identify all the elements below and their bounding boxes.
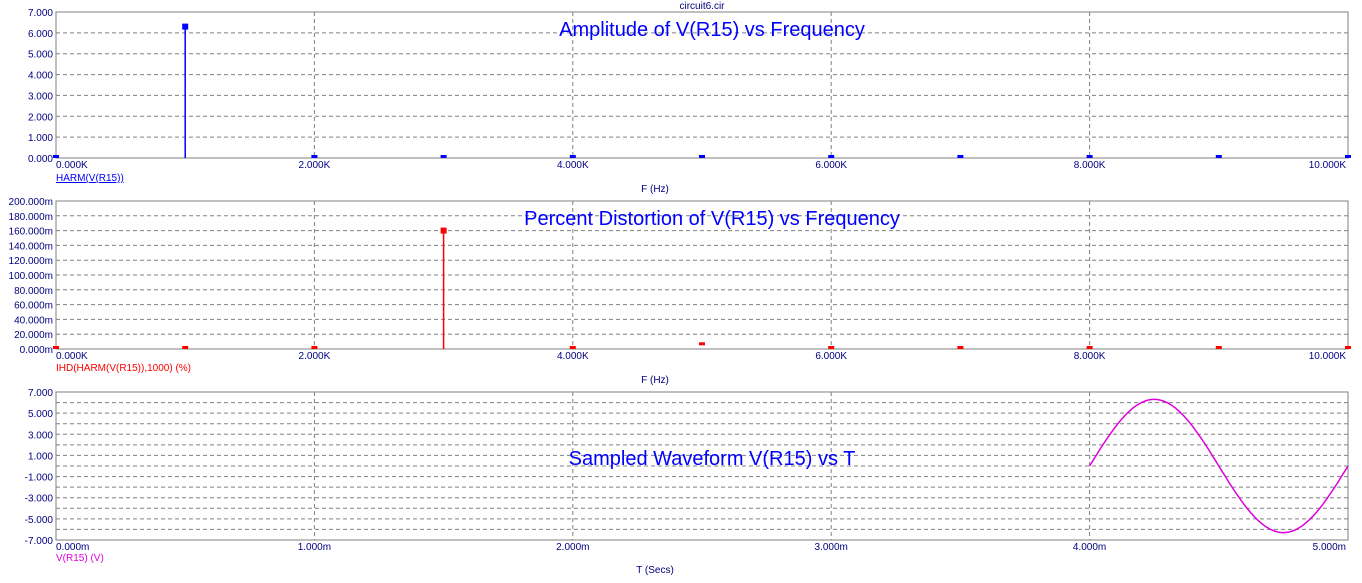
y-tick-label: 3.000 — [28, 430, 53, 441]
y-tick-label: 40.000m — [14, 315, 53, 326]
chart-title: Sampled Waveform V(R15) vs T — [569, 448, 856, 470]
y-tick-label: 60.000m — [14, 301, 53, 312]
data-point-marker — [440, 227, 447, 234]
chart-title: Amplitude of V(R15) vs Frequency — [559, 19, 865, 41]
data-point-marker — [1086, 155, 1093, 158]
y-tick-label: 0.000m — [20, 345, 53, 356]
x-tick-label: 6.000K — [815, 351, 847, 362]
data-point-marker — [828, 346, 835, 349]
x-tick-label: 10.000K — [1309, 351, 1347, 362]
x-tick-label: 0.000m — [56, 542, 89, 553]
data-point-marker — [1215, 346, 1222, 349]
data-point-marker — [1345, 155, 1351, 158]
y-tick-label: 160.000m — [9, 227, 53, 238]
y-tick-label: 2.000 — [28, 112, 53, 123]
y-tick-label: 0.000 — [28, 154, 53, 165]
x-tick-label: 8.000K — [1074, 160, 1106, 171]
y-tick-label: -5.000 — [25, 515, 54, 526]
data-point-marker — [440, 155, 447, 158]
y-tick-label: 1.000 — [28, 451, 53, 462]
data-point-marker — [1086, 346, 1093, 349]
y-tick-label: 1.000 — [28, 133, 53, 144]
y-tick-label: 5.000 — [28, 50, 53, 61]
y-tick-label: 3.000 — [28, 91, 53, 102]
x-tick-label: 4.000m — [1073, 542, 1106, 553]
x-tick-label: 10.000K — [1309, 160, 1347, 171]
y-tick-label: 100.000m — [9, 271, 53, 282]
x-axis-label: F (Hz) — [641, 375, 669, 386]
data-point-marker — [699, 342, 705, 346]
x-tick-label: 0.000K — [56, 160, 88, 171]
data-point-marker — [569, 155, 576, 158]
y-tick-label: -7.000 — [25, 536, 54, 547]
data-point-marker — [53, 346, 59, 349]
data-point-marker — [699, 155, 705, 158]
x-tick-label: 2.000K — [299, 160, 331, 171]
x-axis-label: F (Hz) — [641, 184, 669, 195]
waveform-line — [1088, 398, 1349, 534]
data-point-marker — [182, 346, 189, 349]
plot-frame — [55, 200, 1349, 350]
x-axis-label: T (Secs) — [636, 565, 674, 576]
chart-title: Percent Distortion of V(R15) vs Frequenc… — [524, 208, 900, 230]
window-title: circuit6.cir — [679, 1, 725, 12]
x-tick-label: 2.000m — [556, 542, 589, 553]
y-tick-label: 80.000m — [14, 286, 53, 297]
y-tick-label: 180.000m — [9, 212, 53, 223]
chart-3: 0.000m 1.000m 2.000m 3.000m 4.000m 5.000m -7.0… — [25, 388, 1349, 576]
series-label[interactable]: V(R15) (V) — [56, 553, 104, 564]
x-tick-label: 6.000K — [815, 160, 847, 171]
y-tick-label: 140.000m — [9, 241, 53, 252]
data-point-marker — [1345, 346, 1351, 349]
series-label[interactable]: IHD(HARM(V(R15)),1000) (%) — [56, 363, 191, 374]
data-point-marker — [828, 155, 835, 158]
data-point-marker — [182, 23, 189, 30]
chart-1: 0.000K 2.000K 4.000K 6.000K 8.000K 10.000K 0.0… — [28, 8, 1351, 195]
x-tick-label: 8.000K — [1074, 351, 1106, 362]
data-point-marker — [311, 155, 318, 158]
x-tick-label: 3.000m — [815, 542, 848, 553]
data-point-marker — [569, 346, 576, 349]
x-tick-label: 4.000K — [557, 160, 589, 171]
y-tick-label: -1.000 — [25, 473, 54, 484]
y-tick-label: 200.000m — [9, 197, 53, 208]
y-tick-label: 20.000m — [14, 330, 53, 341]
y-tick-label: 7.000 — [28, 8, 53, 19]
y-tick-label: 120.000m — [9, 256, 53, 267]
y-tick-label: 7.000 — [28, 388, 53, 399]
data-point-marker — [53, 155, 59, 158]
chart-2: 0.000K 2.000K 4.000K 6.000K 8.000K 10.000K 0.0… — [9, 197, 1351, 386]
y-tick-label: 6.000 — [28, 29, 53, 40]
x-tick-label: 1.000m — [298, 542, 331, 553]
x-tick-label: 4.000K — [557, 351, 589, 362]
series-label[interactable]: HARM(V(R15)) — [56, 173, 124, 184]
y-tick-label: -3.000 — [25, 494, 54, 505]
data-point-marker — [1215, 155, 1222, 158]
x-tick-label: 2.000K — [299, 351, 331, 362]
data-point-marker — [311, 346, 318, 349]
y-tick-label: 4.000 — [28, 71, 53, 82]
data-point-marker — [957, 346, 964, 349]
x-tick-label: 5.000m — [1313, 542, 1346, 553]
data-point-marker — [957, 155, 964, 158]
y-tick-label: 5.000 — [28, 409, 53, 420]
x-tick-label: 0.000K — [56, 351, 88, 362]
